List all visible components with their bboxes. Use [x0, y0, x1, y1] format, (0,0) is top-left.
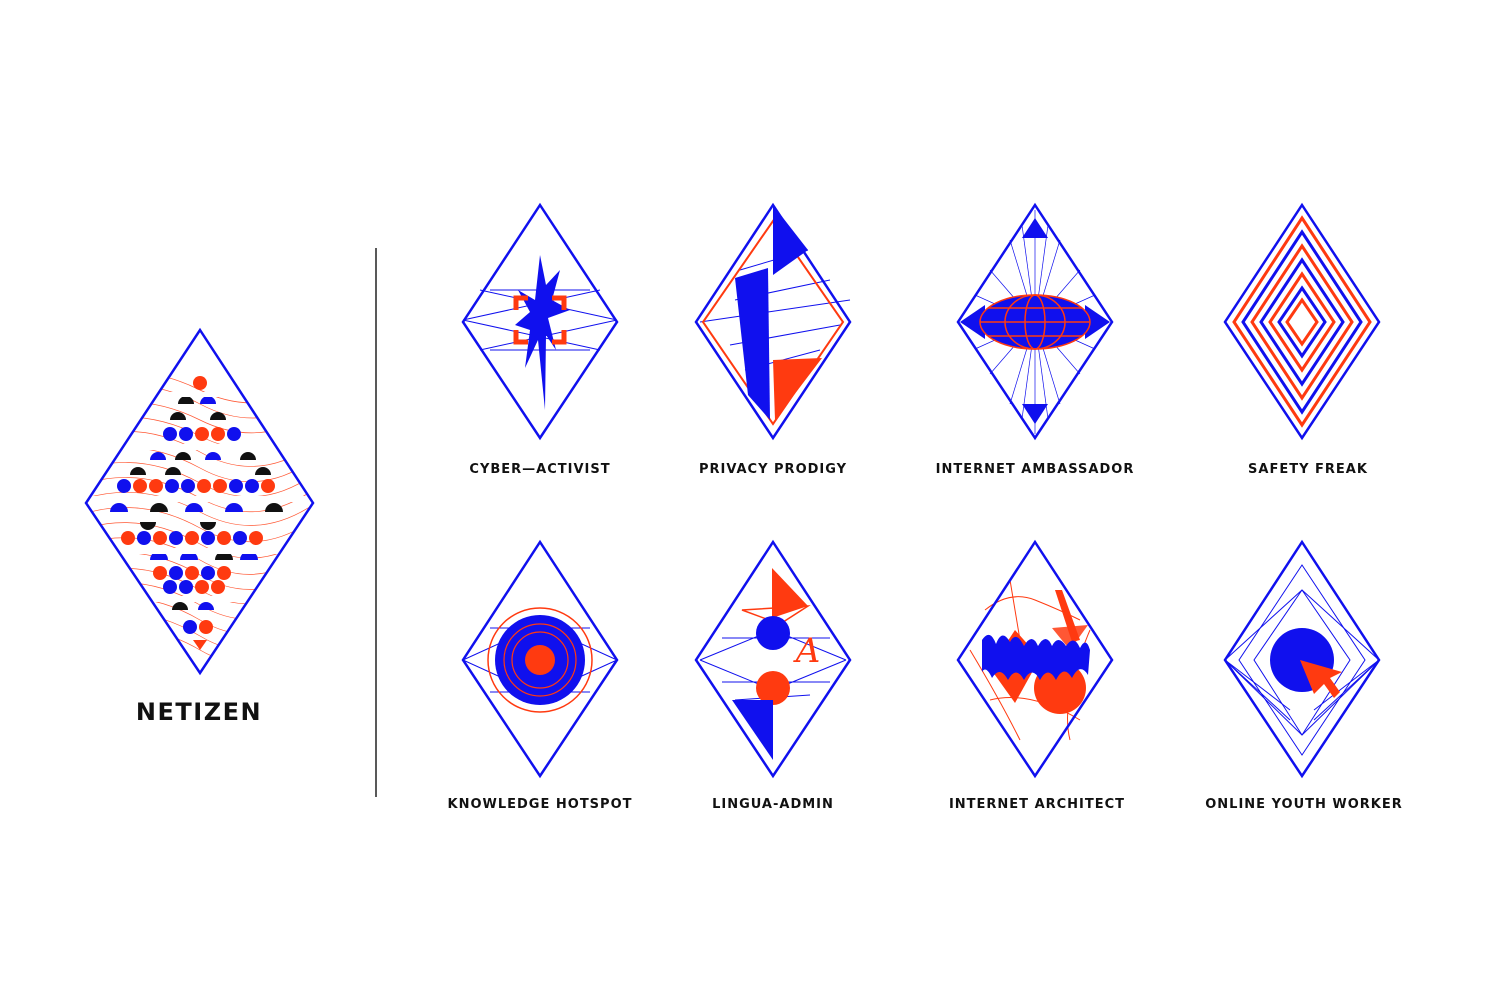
- badge-label-internet-architect: INTERNET ARCHITECT: [948, 797, 1126, 812]
- letter-a-shapes-icon: A: [694, 539, 852, 779]
- netizen-title: NETIZEN: [135, 698, 263, 726]
- nested-diamonds-icon: [1223, 202, 1381, 441]
- badge-label-cyber-activist: CYBER—ACTIVIST: [469, 462, 611, 477]
- folded-flag-icon: [694, 202, 852, 441]
- cursor-circle-icon: [1223, 539, 1381, 779]
- netizen-pattern-icon: [84, 327, 315, 676]
- badge-label-lingua-admin: LINGUA-ADMIN: [712, 797, 834, 812]
- badge-label-safety-freak: SAFETY FREAK: [1248, 462, 1368, 477]
- badge-label-internet-ambassador: INTERNET AMBASSADOR: [935, 462, 1135, 477]
- svg-text:A: A: [793, 631, 821, 671]
- globe-rays-icon: [956, 202, 1114, 441]
- concentric-circles-icon: [461, 539, 619, 779]
- badge-label-online-youth-worker: ONLINE YOUTH WORKER: [1205, 797, 1403, 812]
- badge-label-privacy-prodigy: PRIVACY PRODIGY: [698, 462, 848, 477]
- badge-label-knowledge-hotspot: KNOWLEDGE HOTSPOT: [447, 797, 633, 812]
- splatter-target-icon: [461, 202, 619, 441]
- chaotic-structure-icon: [956, 539, 1114, 779]
